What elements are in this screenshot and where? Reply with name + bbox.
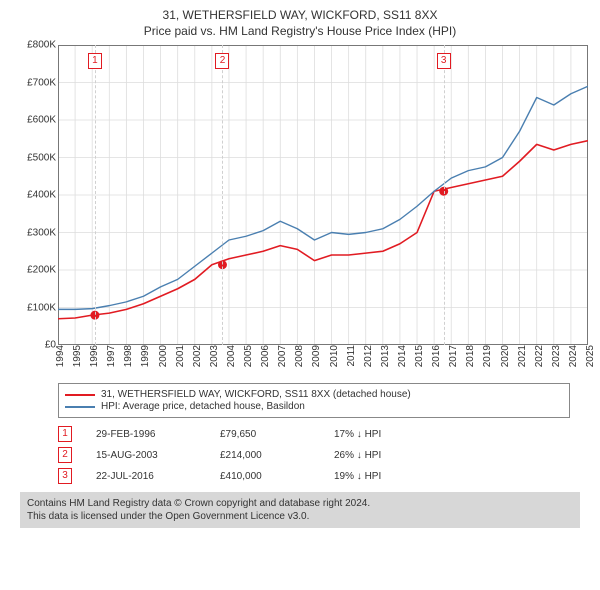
sales-table: 1 29-FEB-1996 £79,650 17% ↓ HPI 2 15-AUG…: [58, 426, 570, 484]
x-tick-label: 2016: [429, 345, 442, 367]
title-line-1: 31, WETHERSFIELD WAY, WICKFORD, SS11 8XX: [10, 8, 590, 24]
table-row: 1 29-FEB-1996 £79,650 17% ↓ HPI: [58, 426, 570, 442]
legend-label-price-paid: 31, WETHERSFIELD WAY, WICKFORD, SS11 8XX…: [101, 389, 411, 400]
y-tick-label: £100K: [27, 302, 58, 313]
x-tick-label: 2008: [292, 345, 305, 367]
x-tick-label: 1999: [138, 345, 151, 367]
x-tick-label: 2020: [498, 345, 511, 367]
x-tick-label: 2017: [446, 345, 459, 367]
x-tick-label: 2010: [327, 345, 340, 367]
sale-delta: 17% ↓ HPI: [334, 429, 381, 440]
y-tick-label: £800K: [27, 40, 58, 51]
legend-label-hpi: HPI: Average price, detached house, Basi…: [101, 401, 305, 412]
x-tick-label: 2004: [224, 345, 237, 367]
attribution-footer: Contains HM Land Registry data © Crown c…: [20, 492, 580, 528]
x-tick-label: 2018: [463, 345, 476, 367]
y-tick-label: £400K: [27, 190, 58, 201]
x-tick-label: 2009: [309, 345, 322, 367]
legend-swatch-hpi: [65, 406, 95, 408]
y-tick-label: £200K: [27, 265, 58, 276]
chart-plot-area: £0£100K£200K£300K£400K£500K£600K£700K£80…: [58, 45, 588, 345]
x-tick-label: 2011: [344, 345, 357, 367]
x-tick-label: 2013: [378, 345, 391, 367]
x-tick-label: 2024: [566, 345, 579, 367]
sale-badge-3: 3: [58, 468, 72, 484]
x-tick-label: 2019: [480, 345, 493, 367]
sale-marker-badge: 1: [88, 53, 102, 69]
chart-container: 31, WETHERSFIELD WAY, WICKFORD, SS11 8XX…: [0, 0, 600, 590]
sale-price: £79,650: [220, 429, 310, 440]
sale-guideline: [95, 45, 96, 345]
x-tick-label: 2003: [207, 345, 220, 367]
sale-badge-2: 2: [58, 447, 72, 463]
sale-badge-1: 1: [58, 426, 72, 442]
y-tick-label: £700K: [27, 77, 58, 88]
legend-row-hpi: HPI: Average price, detached house, Basi…: [65, 401, 563, 412]
sale-guideline: [444, 45, 445, 345]
x-tick-label: 2021: [515, 345, 528, 367]
table-row: 2 15-AUG-2003 £214,000 26% ↓ HPI: [58, 447, 570, 463]
sale-marker-badge: 2: [215, 53, 229, 69]
sale-marker-badge: 3: [437, 53, 451, 69]
footer-line-1: Contains HM Land Registry data © Crown c…: [27, 497, 573, 510]
x-tick-label: 2023: [549, 345, 562, 367]
sale-delta: 26% ↓ HPI: [334, 450, 381, 461]
legend-row-price-paid: 31, WETHERSFIELD WAY, WICKFORD, SS11 8XX…: [65, 389, 563, 400]
sale-price: £214,000: [220, 450, 310, 461]
legend-swatch-price-paid: [65, 394, 95, 396]
x-tick-label: 2006: [258, 345, 271, 367]
x-tick-label: 2007: [275, 345, 288, 367]
sale-delta: 19% ↓ HPI: [334, 471, 381, 482]
x-tick-label: 1998: [121, 345, 134, 367]
x-tick-label: 2005: [241, 345, 254, 367]
x-tick-label: 2000: [156, 345, 169, 367]
footer-line-2: This data is licensed under the Open Gov…: [27, 510, 573, 523]
table-row: 3 22-JUL-2016 £410,000 19% ↓ HPI: [58, 468, 570, 484]
sale-date: 22-JUL-2016: [96, 471, 196, 482]
y-tick-label: £300K: [27, 227, 58, 238]
sale-price: £410,000: [220, 471, 310, 482]
x-tick-label: 1995: [70, 345, 83, 367]
chart-svg: [58, 45, 588, 345]
x-tick-label: 2002: [190, 345, 203, 367]
x-tick-label: 2001: [173, 345, 186, 367]
y-tick-label: £600K: [27, 115, 58, 126]
x-tick-label: 2014: [395, 345, 408, 367]
x-tick-label: 1994: [53, 345, 66, 367]
title-line-2: Price paid vs. HM Land Registry's House …: [10, 24, 590, 40]
sale-guideline: [222, 45, 223, 345]
x-tick-label: 2012: [361, 345, 374, 367]
legend: 31, WETHERSFIELD WAY, WICKFORD, SS11 8XX…: [58, 383, 570, 418]
sale-date: 29-FEB-1996: [96, 429, 196, 440]
x-tick-label: 2022: [532, 345, 545, 367]
x-tick-label: 2015: [412, 345, 425, 367]
y-tick-label: £500K: [27, 152, 58, 163]
x-tick-label: 1997: [104, 345, 117, 367]
sale-date: 15-AUG-2003: [96, 450, 196, 461]
x-tick-label: 2025: [583, 345, 596, 367]
x-tick-label: 1996: [87, 345, 100, 367]
